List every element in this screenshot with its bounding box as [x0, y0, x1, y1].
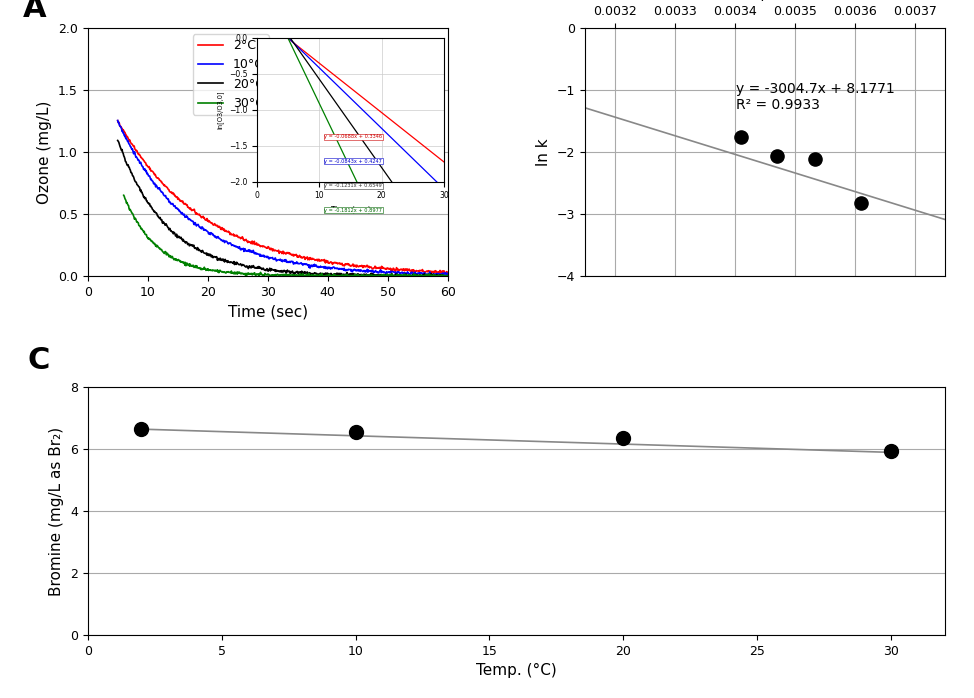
2°C: [170, 193, 182, 202]
2°C: [197, 213, 208, 221]
Point: [807, 154, 823, 165]
30°C: [118, 191, 130, 200]
Point: [853, 198, 869, 209]
X-axis label: Temp. (°C): Temp. (°C): [476, 664, 556, 678]
30°C: [442, 271, 454, 279]
Point: [733, 131, 749, 142]
Text: y = -0.0843x + 0.4247: y = -0.0843x + 0.4247: [324, 159, 382, 164]
20°C: [361, 270, 373, 279]
2°C: [360, 262, 372, 271]
Y-axis label: Ozone (mg/L): Ozone (mg/L): [37, 101, 53, 204]
X-axis label: Time (sec): Time (sec): [331, 206, 370, 215]
Text: y = -0.1812x + 0.8977: y = -0.1812x + 0.8977: [324, 208, 382, 213]
2°C: [442, 269, 454, 278]
10°C: [170, 204, 182, 212]
20°C: [333, 269, 345, 278]
Line: 30°C: 30°C: [124, 195, 448, 276]
X-axis label: 1/T: 1/T: [753, 0, 777, 3]
30°C: [202, 265, 213, 274]
Y-axis label: ln[O3/O3,0]: ln[O3/O3,0]: [216, 91, 223, 129]
2°C: [261, 244, 273, 252]
2°C: [307, 254, 318, 262]
30°C: [310, 272, 321, 280]
30°C: [362, 271, 374, 279]
Text: y = -3004.7x + 8.1771
R² = 0.9933: y = -3004.7x + 8.1771 R² = 0.9933: [736, 82, 895, 112]
Y-axis label: ln k: ln k: [536, 138, 551, 165]
10°C: [307, 262, 318, 271]
Text: y = -0.0688x + 0.3346: y = -0.0688x + 0.3346: [324, 135, 383, 140]
Text: C: C: [27, 346, 50, 375]
Y-axis label: Bromine (mg/L as Br₂): Bromine (mg/L as Br₂): [50, 426, 64, 596]
2°C: [332, 260, 344, 268]
10°C: [420, 272, 431, 280]
2°C: [431, 269, 443, 278]
Point: [768, 151, 784, 162]
20°C: [170, 231, 182, 239]
20°C: [112, 136, 124, 144]
20°C: [197, 246, 208, 255]
2°C: [112, 117, 124, 125]
30°C: [265, 272, 277, 280]
Line: 2°C: 2°C: [118, 121, 448, 274]
20°C: [442, 272, 454, 280]
10°C: [442, 271, 454, 279]
20°C: [324, 272, 336, 280]
Legend: 2°C, 10°C, 20°C, 30°C: 2°C, 10°C, 20°C, 30°C: [193, 34, 269, 115]
10°C: [197, 223, 208, 232]
30°C: [335, 272, 347, 280]
Text: A: A: [22, 0, 47, 23]
30°C: [257, 272, 269, 280]
Line: 10°C: 10°C: [118, 121, 448, 276]
Text: y = -0.1231x + 0.6549: y = -0.1231x + 0.6549: [324, 184, 382, 188]
Line: 20°C: 20°C: [118, 140, 448, 276]
10°C: [261, 253, 273, 262]
30°C: [175, 258, 187, 266]
10°C: [332, 265, 344, 273]
10°C: [112, 117, 124, 125]
10°C: [360, 267, 372, 276]
20°C: [307, 269, 318, 278]
20°C: [261, 265, 273, 273]
X-axis label: Time (sec): Time (sec): [228, 304, 308, 319]
